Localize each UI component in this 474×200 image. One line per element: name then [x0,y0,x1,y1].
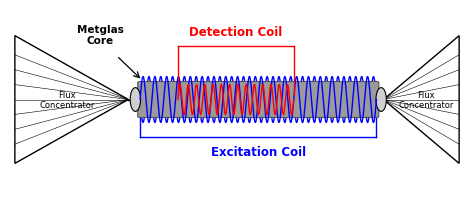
Text: Flux
Concentrator: Flux Concentrator [398,90,454,110]
Ellipse shape [376,88,386,112]
Text: Metglas
Core: Metglas Core [76,25,123,46]
Text: Excitation Coil: Excitation Coil [211,146,306,159]
Ellipse shape [130,88,141,112]
Text: Detection Coil: Detection Coil [189,25,283,38]
Text: Flux
Concentrator: Flux Concentrator [39,90,94,110]
FancyBboxPatch shape [138,82,379,118]
